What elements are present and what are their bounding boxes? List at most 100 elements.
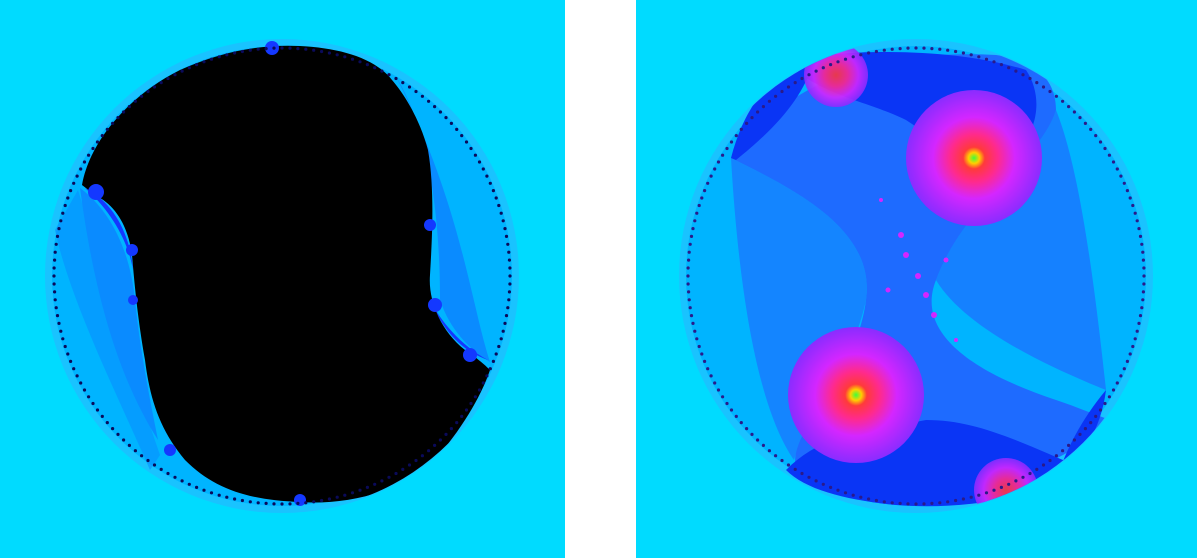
edge-dot: [438, 110, 442, 114]
edge-dot: [146, 89, 150, 94]
edge-dot: [488, 181, 492, 185]
edge-dot: [140, 454, 144, 458]
edge-dot: [750, 432, 754, 436]
edge-dot: [1072, 110, 1076, 114]
edge-dot: [187, 66, 191, 70]
edge-dot: [829, 485, 833, 489]
edge-dot: [843, 57, 848, 61]
edge-dot: [63, 344, 67, 349]
edge-dot: [713, 381, 717, 385]
edge-dot: [54, 306, 58, 310]
edge-dot: [697, 344, 701, 349]
edge-dot: [836, 488, 840, 492]
edge-dot: [394, 76, 398, 81]
edge-dot: [851, 55, 855, 59]
edge-dot: [1141, 298, 1145, 302]
edge-dot: [256, 501, 260, 505]
edge-dot: [195, 63, 199, 67]
fringe: [463, 348, 477, 362]
edge-dot: [61, 211, 65, 215]
edge-dot: [288, 502, 292, 506]
edge-dot: [63, 203, 67, 208]
edge-dot: [414, 89, 418, 94]
edge-dot: [946, 48, 950, 52]
edge-dot: [280, 46, 284, 50]
edge-dot: [59, 329, 63, 333]
edge-dot: [481, 381, 485, 385]
edge-dot: [202, 488, 206, 492]
edge-dot: [233, 497, 237, 501]
edge-dot: [79, 381, 83, 385]
edge-dot: [1041, 85, 1046, 89]
edge-dot: [180, 69, 184, 73]
edge-dot: [508, 282, 512, 286]
edge-dot: [716, 388, 721, 392]
edge-dot: [1072, 438, 1076, 442]
edge-dot: [1028, 471, 1032, 476]
edge-dot: [122, 438, 126, 442]
edge-dot: [140, 94, 144, 98]
edge-dot: [800, 471, 804, 476]
edge-dot: [312, 48, 316, 52]
edge-dot: [1128, 352, 1132, 356]
edge-dot: [373, 482, 377, 486]
edge-dot: [716, 160, 721, 164]
edge-dot: [1067, 105, 1071, 109]
edge-dot: [874, 498, 878, 503]
edge-dot: [358, 60, 362, 64]
edge-dot: [460, 414, 464, 418]
edge-dot: [180, 479, 184, 483]
edge-dot: [697, 203, 701, 208]
edge-dot: [1094, 414, 1098, 418]
edge-dot: [105, 421, 109, 425]
edge-dot: [473, 395, 477, 399]
edge-dot: [938, 501, 942, 505]
edge-dot: [55, 234, 60, 238]
edge-dot: [954, 49, 958, 54]
edge-dot: [745, 427, 749, 431]
edge-dot: [700, 352, 704, 356]
edge-dot: [477, 388, 482, 392]
edge-dot: [508, 266, 512, 270]
edge-dot: [691, 227, 695, 231]
edge-dot: [52, 274, 56, 278]
edge-dot: [999, 485, 1003, 489]
edge-dot: [1125, 359, 1129, 363]
edge-dot: [365, 485, 369, 489]
edge-dot: [473, 153, 477, 157]
edge-dot: [449, 427, 453, 431]
edge-dot: [836, 60, 840, 64]
edge-dot: [61, 337, 65, 341]
edge-dot: [992, 488, 996, 492]
edge-dot: [350, 57, 355, 61]
edge-dot: [501, 219, 505, 223]
edge-dot: [320, 498, 324, 503]
edge-dot: [688, 242, 692, 246]
edge-dot: [969, 495, 973, 499]
edge-dot: [82, 388, 87, 392]
edge-dot: [427, 99, 431, 103]
edge-dot: [750, 116, 754, 120]
edge-dot: [427, 449, 431, 453]
edge-dot: [1128, 196, 1132, 200]
edge-dot: [686, 282, 690, 286]
edge-dot: [1137, 321, 1141, 325]
edge-dot: [485, 374, 489, 378]
edge-dot: [706, 181, 710, 185]
edge-dot: [95, 408, 100, 412]
edge-dot: [166, 76, 170, 81]
edge-dot: [890, 47, 894, 51]
edge-dot: [304, 47, 308, 51]
left-lobe: [80, 188, 158, 440]
edge-dot: [1119, 374, 1123, 378]
edge-dot: [152, 85, 157, 89]
black-interior: [82, 45, 490, 503]
edge-dot: [1103, 401, 1107, 406]
edge-dot: [700, 196, 704, 200]
edge-dot: [1142, 282, 1146, 286]
edge-dot: [739, 127, 743, 131]
fringe: [164, 444, 176, 456]
edge-dot: [756, 110, 760, 114]
edge-dot: [1119, 174, 1123, 178]
edge-dot: [686, 266, 690, 270]
